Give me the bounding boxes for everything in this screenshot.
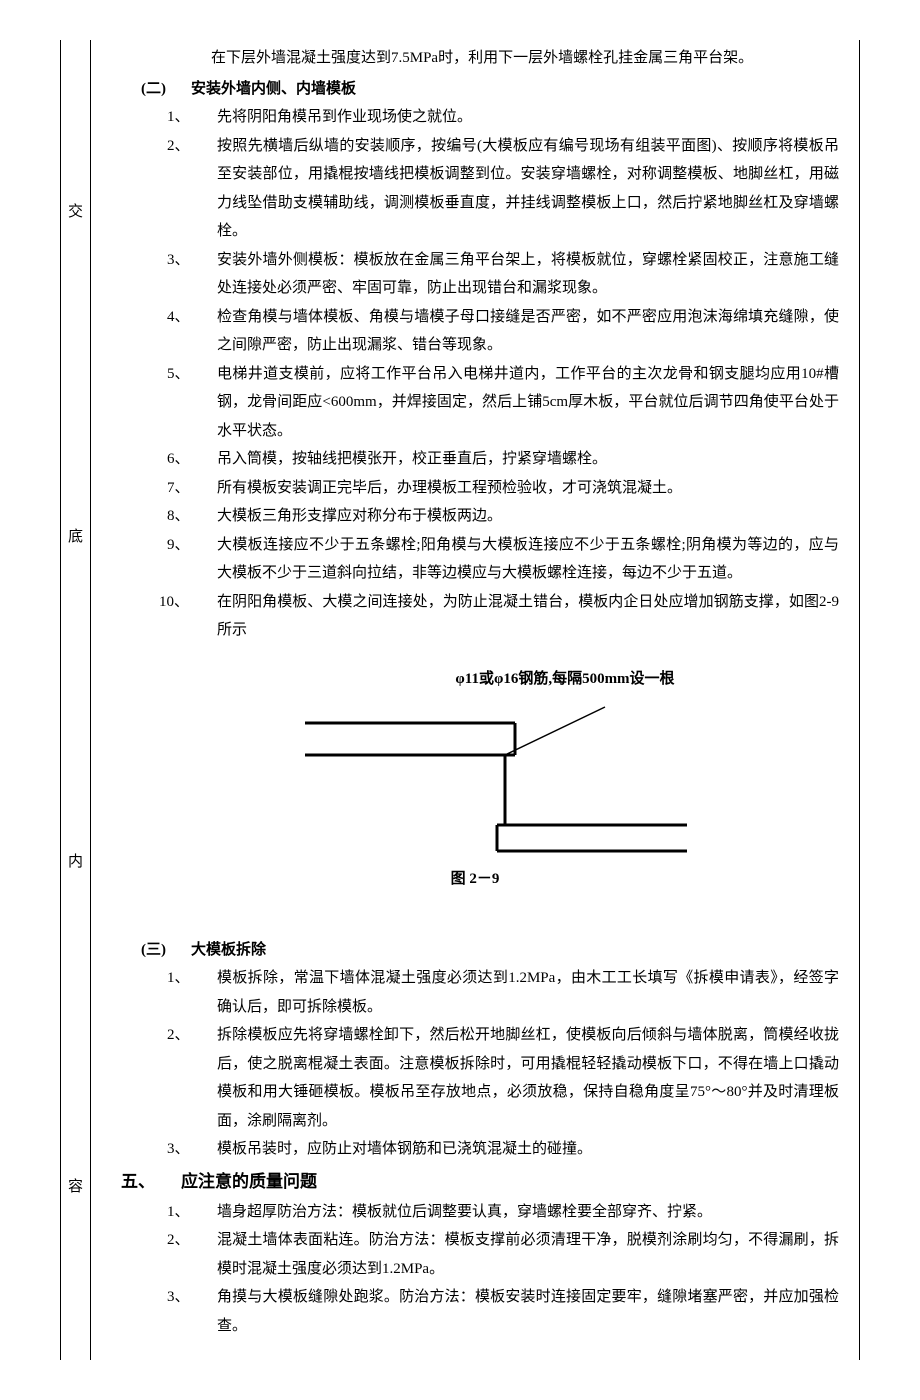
document-table: 交 底 内 容 在下层外墙混凝土强度达到7.5MPa时，利用下一层外墙螺栓孔挂金…	[60, 40, 860, 1360]
content-column: 在下层外墙混凝土强度达到7.5MPa时，利用下一层外墙螺栓孔挂金属三角平台架。 …	[91, 40, 859, 1360]
item-number: 1、	[167, 103, 217, 132]
item-number: 5、	[167, 360, 217, 389]
section-2-header: (二) 安装外墙内侧、内墙模板	[111, 75, 839, 104]
section-3-items: 1、模板拆除，常温下墙体混凝土强度必须达到1.2MPa，由木工工长填写《拆模申请…	[111, 964, 839, 1164]
figure-2-9: φ11或φ16钢筋,每隔500mm设一根 图 2－9	[111, 665, 839, 894]
list-item: 7、所有模板安装调正完毕后，办理模板工程预检验收，才可浇筑混凝土。	[111, 474, 839, 503]
item-text: 混凝土墙体表面粘连。防治方法：模板支撑前必须清理干净，脱模剂涂刷均匀，不得漏刷，…	[217, 1226, 839, 1283]
left-char: 交	[68, 198, 83, 227]
left-char: 底	[68, 523, 83, 552]
item-number: 8、	[167, 502, 217, 531]
item-number: 1、	[167, 1198, 217, 1227]
item-text: 在阴阳角模板、大模之间连接处，为防止混凝土错台，模板内企日处应增加钢筋支撑，如图…	[217, 588, 839, 645]
item-text: 按照先横墙后纵墙的安装顺序，按编号(大模板应有编号现场有组装平面图)、按顺序将模…	[217, 132, 839, 246]
item-text: 先将阴阳角模吊到作业现场使之就位。	[217, 103, 839, 132]
item-number: 3、	[167, 1283, 217, 1312]
list-item: 3、模板吊装时，应防止对墙体钢筋和已浇筑混凝土的碰撞。	[111, 1135, 839, 1164]
section-5-num: 五、	[111, 1166, 181, 1198]
item-text: 吊入筒模，按轴线把模张开，校正垂直后，拧紧穿墙螺栓。	[217, 445, 839, 474]
item-number: 3、	[167, 1135, 217, 1164]
list-item: 8、大模板三角形支撑应对称分布于模板两边。	[111, 502, 839, 531]
list-item: 2、混凝土墙体表面粘连。防治方法：模板支撑前必须清理干净，脱模剂涂刷均匀，不得漏…	[111, 1226, 839, 1283]
left-label-column: 交 底 内 容	[61, 40, 91, 1360]
left-char: 内	[68, 848, 83, 877]
item-number: 4、	[167, 303, 217, 332]
item-text: 所有模板安装调正完毕后，办理模板工程预检验收，才可浇筑混凝土。	[217, 474, 839, 503]
figure-caption: φ11或φ16钢筋,每隔500mm设一根	[111, 665, 839, 694]
section-5-title: 应注意的质量问题	[181, 1166, 317, 1198]
section-3-title: 大模板拆除	[191, 936, 839, 965]
list-item: 1、模板拆除，常温下墙体混凝土强度必须达到1.2MPa，由木工工长填写《拆模申请…	[111, 964, 839, 1021]
list-item: 6、吊入筒模，按轴线把模张开，校正垂直后，拧紧穿墙螺栓。	[111, 445, 839, 474]
item-text: 大模板三角形支撑应对称分布于模板两边。	[217, 502, 839, 531]
item-text: 电梯井道支模前，应将工作平台吊入电梯井道内，工作平台的主次龙骨和钢支腿均应用10…	[217, 360, 839, 446]
list-item: 5、电梯井道支模前，应将工作平台吊入电梯井道内，工作平台的主次龙骨和钢支腿均应用…	[111, 360, 839, 446]
item-text: 检查角模与墙体模板、角模与墙模子母口接缝是否严密，如不严密应用泡沫海绵填充缝隙，…	[217, 303, 839, 360]
list-item: 2、拆除模板应先将穿墙螺栓卸下，然后松开地脚丝杠，使模板向后倾斜与墙体脱离，筒模…	[111, 1021, 839, 1135]
item-text: 模板拆除，常温下墙体混凝土强度必须达到1.2MPa，由木工工长填写《拆模申请表》…	[217, 964, 839, 1021]
list-item: 1、墙身超厚防治方法：模板就位后调整要认真，穿墙螺栓要全部穿齐、拧紧。	[111, 1198, 839, 1227]
item-text: 拆除模板应先将穿墙螺栓卸下，然后松开地脚丝杠，使模板向后倾斜与墙体脱离，筒模经收…	[217, 1021, 839, 1135]
figure-svg	[255, 705, 695, 855]
list-item: 1、先将阴阳角模吊到作业现场使之就位。	[111, 103, 839, 132]
list-item: 10、在阴阳角模板、大模之间连接处，为防止混凝土错台，模板内企日处应增加钢筋支撑…	[111, 588, 839, 645]
item-number: 1、	[167, 964, 217, 993]
item-number: 2、	[167, 1021, 217, 1050]
section-3-num: (三)	[111, 936, 191, 965]
intro-text: 在下层外墙混凝土强度达到7.5MPa时，利用下一层外墙螺栓孔挂金属三角平台架。	[111, 44, 839, 73]
item-number: 2、	[167, 132, 217, 161]
item-number: 7、	[167, 474, 217, 503]
item-text: 模板吊装时，应防止对墙体钢筋和已浇筑混凝土的碰撞。	[217, 1135, 839, 1164]
item-number: 3、	[167, 246, 217, 275]
item-text: 角摸与大模板缝隙处跑浆。防治方法：模板安装时连接固定要牢，缝隙堵塞严密，并应加强…	[217, 1283, 839, 1340]
item-text: 墙身超厚防治方法：模板就位后调整要认真，穿墙螺栓要全部穿齐、拧紧。	[217, 1198, 839, 1227]
item-number: 9、	[167, 531, 217, 560]
list-item: 3、角摸与大模板缝隙处跑浆。防治方法：模板安装时连接固定要牢，缝隙堵塞严密，并应…	[111, 1283, 839, 1340]
list-item: 3、安装外墙外侧模板：模板放在金属三角平台架上，将模板就位，穿螺栓紧固校正，注意…	[111, 246, 839, 303]
section-2-items: 1、先将阴阳角模吊到作业现场使之就位。2、按照先横墙后纵墙的安装顺序，按编号(大…	[111, 103, 839, 645]
list-item: 9、大模板连接应不少于五条螺栓;阳角模与大模板连接应不少于五条螺栓;阴角模为等边…	[111, 531, 839, 588]
item-text: 安装外墙外侧模板：模板放在金属三角平台架上，将模板就位，穿螺栓紧固校正，注意施工…	[217, 246, 839, 303]
section-5-header: 五、 应注意的质量问题	[111, 1166, 839, 1198]
section-2-num: (二)	[111, 75, 191, 104]
section-3-header: (三) 大模板拆除	[111, 936, 839, 965]
section-5-items: 1、墙身超厚防治方法：模板就位后调整要认真，穿墙螺栓要全部穿齐、拧紧。2、混凝土…	[111, 1198, 839, 1341]
list-item: 2、按照先横墙后纵墙的安装顺序，按编号(大模板应有编号现场有组装平面图)、按顺序…	[111, 132, 839, 246]
list-item: 4、检查角模与墙体模板、角模与墙模子母口接缝是否严密，如不严密应用泡沫海绵填充缝…	[111, 303, 839, 360]
left-char: 容	[68, 1173, 83, 1202]
section-2-title: 安装外墙内侧、内墙模板	[191, 75, 839, 104]
item-number: 10、	[159, 588, 217, 617]
spacer	[111, 904, 839, 934]
item-number: 6、	[167, 445, 217, 474]
item-number: 2、	[167, 1226, 217, 1255]
figure-label: 图 2－9	[451, 865, 500, 894]
item-text: 大模板连接应不少于五条螺栓;阳角模与大模板连接应不少于五条螺栓;阴角模为等边的，…	[217, 531, 839, 588]
